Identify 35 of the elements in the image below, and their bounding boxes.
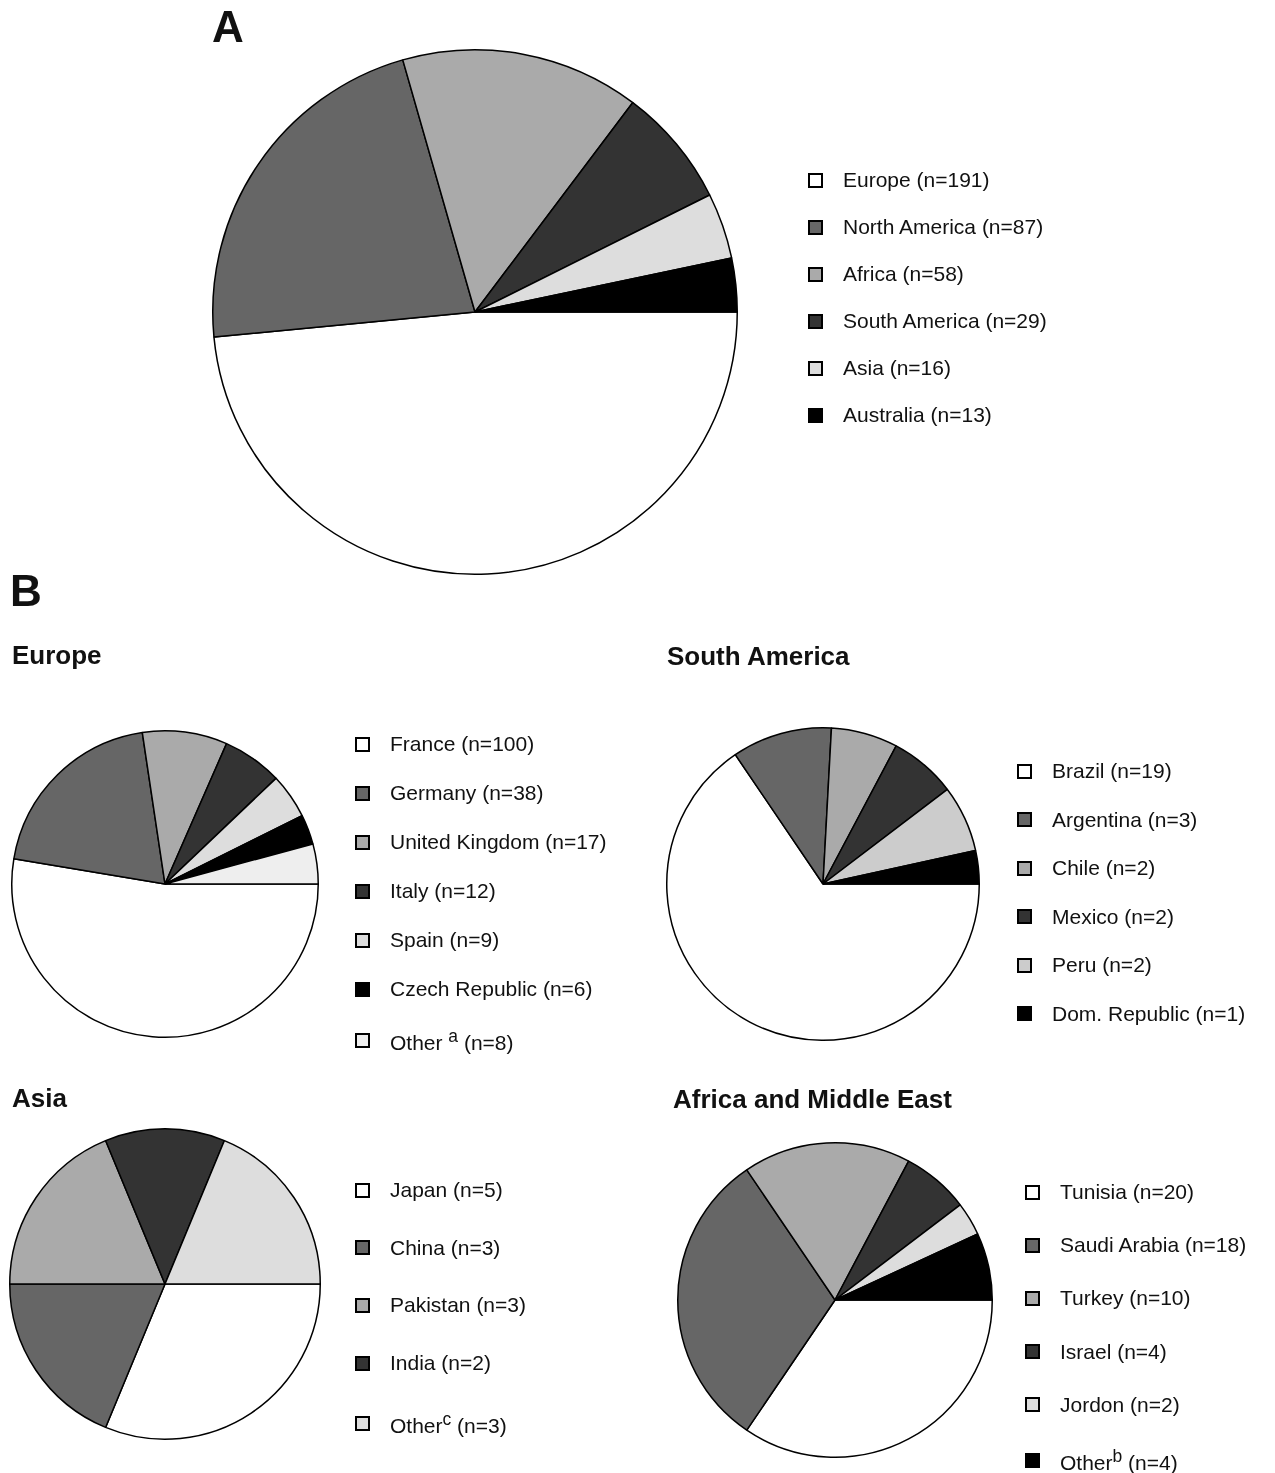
legend-label: Other $^{a}$ (n=8)	[390, 1026, 514, 1055]
chart-title: Asia	[12, 1083, 67, 1114]
legend-label: Chile (n=2)	[1052, 856, 1156, 880]
legend-label: Argentina (n=3)	[1052, 807, 1198, 832]
legend-label: North America (n=87)	[843, 215, 1044, 239]
legend-label: Saudi Arabia (n=18)	[1060, 1233, 1247, 1258]
legend-label: United Kingdom (n=17)	[390, 830, 607, 854]
legend-label: Australia (n=13)	[843, 403, 992, 427]
legend-label: India (n=2)	[390, 1351, 491, 1376]
chart-title: Europe	[12, 640, 102, 671]
legend-label: Czech Republic (n=6)	[390, 977, 593, 1001]
legend-label: Italy (n=12)	[390, 879, 496, 903]
text: B	[10, 566, 42, 616]
legend-label: Israel (n=4)	[1060, 1339, 1167, 1364]
legend-label: Peru (n=2)	[1052, 953, 1152, 977]
chart-title: Africa and Middle East	[673, 1084, 952, 1115]
legend-label: Germany (n=38)	[390, 781, 544, 805]
chart-title: South America	[667, 641, 850, 672]
legend-label: Spain (n=9)	[390, 928, 500, 952]
legend-label: Asia (n=16)	[843, 356, 951, 380]
legend-label: Other$^{c}$ (n=3)	[390, 1408, 507, 1438]
legend-label: China (n=3)	[390, 1235, 501, 1260]
chart-title: A	[212, 2, 244, 52]
legend-label: Jordon (n=2)	[1060, 1392, 1180, 1417]
legend-label: France (n=100)	[390, 732, 535, 756]
legend-label: South America (n=29)	[843, 309, 1047, 333]
legend-label: Mexico (n=2)	[1052, 904, 1174, 929]
legend-label: Dom. Republic (n=1)	[1052, 1001, 1246, 1026]
legend-label: Africa (n=58)	[843, 262, 964, 286]
legend-label: Japan (n=5)	[390, 1178, 503, 1202]
legend-label: Tunisia (n=20)	[1060, 1180, 1195, 1204]
legend-label: Pakistan (n=3)	[390, 1293, 526, 1318]
legend-label: Turkey (n=10)	[1060, 1286, 1191, 1311]
legend-label: Europe (n=191)	[843, 168, 990, 192]
legend-label: Brazil (n=19)	[1052, 759, 1172, 783]
